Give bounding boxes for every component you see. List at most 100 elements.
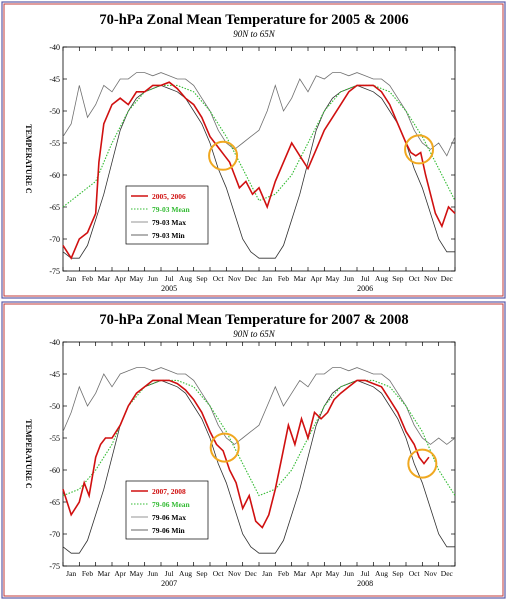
series-line-obs: [62, 81, 456, 260]
chart-panel-1: 70-hPa Zonal Mean Temperature for 2005 &…: [1, 1, 506, 299]
x-tick-label: Mar: [98, 569, 111, 578]
highlight-circle: [404, 134, 435, 165]
x-tick-label: Mar: [294, 274, 307, 283]
y-tick-label: -55: [49, 434, 60, 443]
year-label: 2008: [357, 579, 373, 588]
y-tick-label: -50: [49, 402, 60, 411]
x-tick-label: Dec: [441, 274, 454, 283]
y-tick-label: -50: [49, 107, 60, 116]
x-tick-label: Mar: [294, 569, 307, 578]
x-tick-label: Apr: [310, 274, 322, 283]
x-tick-label: May: [130, 569, 144, 578]
panel-frame-outer: [1, 301, 506, 599]
y-tick-label: -60: [49, 466, 60, 475]
legend-label: 2007, 2008: [152, 487, 186, 496]
y-tick-label: -65: [49, 203, 60, 212]
x-tick-label: Feb: [82, 274, 94, 283]
x-tick-label: Apr: [310, 569, 322, 578]
y-axis-label: TEMPERATURE C: [24, 124, 33, 194]
y-tick-label: -75: [49, 267, 60, 276]
x-tick-label: Aug: [179, 274, 192, 283]
x-tick-label: Nov: [228, 569, 241, 578]
x-tick-label: Oct: [409, 569, 421, 578]
x-tick-label: Sep: [392, 274, 404, 283]
y-axis-label: TEMPERATURE C: [24, 419, 33, 489]
x-tick-label: Apr: [114, 274, 126, 283]
x-tick-label: Jun: [344, 274, 355, 283]
y-tick-label: -40: [49, 338, 60, 347]
x-tick-label: Dec: [245, 274, 258, 283]
x-tick-label: Mar: [98, 274, 111, 283]
x-tick-label: Feb: [278, 274, 290, 283]
y-tick-label: -75: [49, 562, 60, 571]
x-tick-label: Apr: [114, 569, 126, 578]
series-line-min: [62, 84, 455, 259]
x-tick-label: Jul: [361, 569, 370, 578]
y-tick-label: -45: [49, 370, 60, 379]
x-tick-label: Oct: [409, 274, 421, 283]
chart-panel-2: 70-hPa Zonal Mean Temperature for 2007 &…: [1, 301, 506, 599]
panel-frame-outer: [1, 1, 506, 299]
y-tick-label: -60: [49, 171, 60, 180]
year-label: 2005: [161, 284, 177, 293]
legend-label: 79-06 Max: [152, 513, 186, 522]
x-tick-label: Jul: [165, 569, 174, 578]
y-tick-label: -65: [49, 498, 60, 507]
chart-title: 70-hPa Zonal Mean Temperature for 2005 &…: [99, 12, 408, 28]
legend-label: 79-06 Min: [152, 526, 186, 535]
chart-title: 70-hPa Zonal Mean Temperature for 2007 &…: [99, 312, 408, 328]
x-tick-label: Oct: [213, 569, 225, 578]
x-tick-label: Jun: [148, 274, 159, 283]
legend-label: 79-03 Max: [152, 218, 186, 227]
panel-frame-inner: [3, 303, 504, 597]
x-tick-label: Sep: [196, 569, 208, 578]
x-tick-label: Jan: [262, 274, 272, 283]
y-tick-label: -70: [49, 530, 60, 539]
chart-subtitle: 90N to 65N: [233, 29, 276, 39]
x-tick-label: Sep: [196, 274, 208, 283]
x-tick-label: May: [326, 274, 340, 283]
x-tick-label: May: [130, 274, 144, 283]
x-tick-label: Dec: [441, 569, 454, 578]
y-tick-label: -55: [49, 139, 60, 148]
x-tick-label: Dec: [245, 569, 258, 578]
x-tick-label: Feb: [278, 569, 290, 578]
y-tick-label: -45: [49, 75, 60, 84]
highlight-circle: [209, 432, 240, 463]
year-label: 2006: [357, 284, 373, 293]
y-tick-label: -40: [49, 43, 60, 52]
x-tick-label: Jul: [165, 274, 174, 283]
x-tick-label: Nov: [424, 274, 437, 283]
x-tick-label: Jun: [148, 569, 159, 578]
chart-subtitle: 90N to 65N: [233, 329, 276, 339]
x-tick-label: May: [326, 569, 340, 578]
highlight-circle: [208, 140, 239, 171]
x-tick-label: Jul: [361, 274, 370, 283]
legend-label: 79-03 Min: [152, 231, 186, 240]
x-tick-label: Aug: [179, 569, 192, 578]
x-tick-label: Jan: [66, 274, 76, 283]
highlight-circle: [407, 448, 438, 479]
year-label: 2007: [161, 579, 177, 588]
series-line-mean: [62, 84, 456, 208]
plot-area: [62, 341, 456, 567]
x-tick-label: Aug: [375, 569, 388, 578]
series-line-max: [62, 72, 456, 157]
x-tick-label: Aug: [375, 274, 388, 283]
x-tick-label: Jan: [262, 569, 272, 578]
x-tick-label: Sep: [392, 569, 404, 578]
panel-frame-inner: [3, 3, 504, 297]
x-tick-label: Nov: [228, 274, 241, 283]
x-tick-label: Oct: [213, 274, 225, 283]
y-tick-label: -70: [49, 235, 60, 244]
x-tick-label: Feb: [82, 569, 94, 578]
legend-label: 79-06 Mean: [152, 500, 191, 509]
series-line-obs: [62, 379, 430, 529]
legend-label: 2005, 2006: [152, 192, 186, 201]
legend-label: 79-03 Mean: [152, 205, 191, 214]
plot-area: [62, 46, 456, 272]
series-line-max: [62, 367, 456, 445]
x-tick-label: Jun: [344, 569, 355, 578]
x-tick-label: Nov: [424, 569, 437, 578]
